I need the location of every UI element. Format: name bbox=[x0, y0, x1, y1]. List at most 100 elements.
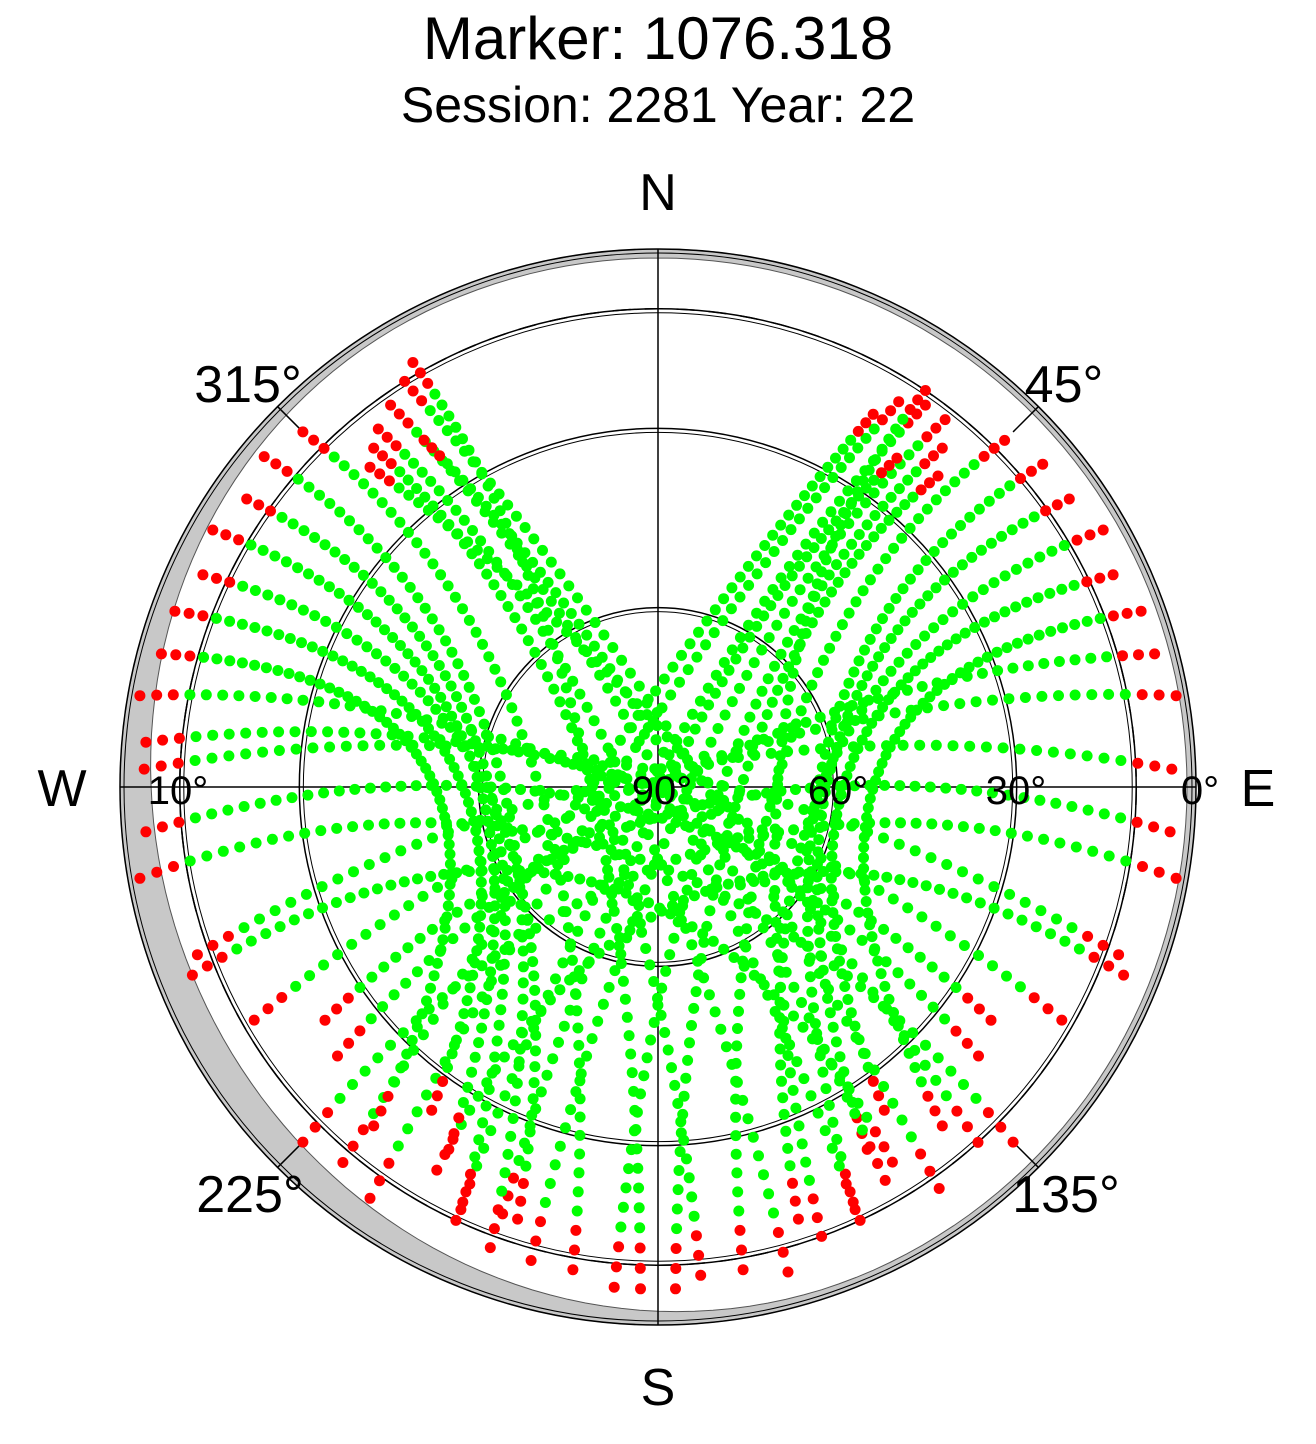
track-point bbox=[1005, 827, 1017, 839]
track-point bbox=[429, 682, 441, 694]
track-point bbox=[604, 756, 616, 768]
track-point bbox=[868, 423, 880, 435]
track-point bbox=[372, 1052, 384, 1064]
track-point bbox=[270, 794, 282, 806]
track-point bbox=[920, 1039, 931, 1051]
track-point bbox=[211, 653, 223, 665]
track-point bbox=[645, 911, 657, 923]
track-point bbox=[423, 673, 434, 685]
track-point bbox=[1051, 913, 1062, 925]
track-point bbox=[894, 1015, 906, 1027]
track-point bbox=[465, 806, 477, 818]
track-point bbox=[877, 477, 889, 489]
track-point bbox=[486, 820, 498, 832]
track-point bbox=[289, 726, 301, 738]
track-point bbox=[650, 796, 662, 808]
track-point bbox=[961, 670, 973, 682]
track-point bbox=[843, 701, 855, 713]
track-point bbox=[478, 1008, 490, 1020]
track-point bbox=[977, 584, 989, 596]
track-point bbox=[826, 850, 838, 862]
track-point bbox=[688, 890, 700, 902]
track-point bbox=[776, 1075, 787, 1087]
track-point bbox=[400, 977, 412, 989]
track-point bbox=[530, 1045, 541, 1057]
track-point bbox=[354, 727, 366, 739]
flagged-point bbox=[151, 689, 163, 701]
track-point bbox=[543, 914, 555, 926]
track-point bbox=[849, 1108, 861, 1119]
track-point bbox=[707, 935, 719, 947]
track-point bbox=[830, 630, 842, 642]
flagged-point bbox=[915, 484, 927, 496]
track-point bbox=[933, 645, 945, 657]
track-point bbox=[841, 716, 853, 728]
track-point bbox=[819, 781, 831, 793]
flagged-point bbox=[1131, 816, 1143, 828]
track-point bbox=[594, 927, 606, 939]
track-point bbox=[819, 596, 831, 608]
track-point bbox=[528, 533, 540, 545]
elevation-label-60: 60° bbox=[808, 769, 869, 813]
track-point bbox=[588, 715, 600, 727]
track-point bbox=[683, 1172, 695, 1184]
track-point bbox=[971, 785, 983, 797]
track-point bbox=[606, 768, 618, 780]
track-point bbox=[517, 977, 529, 989]
track-point bbox=[825, 542, 837, 554]
track-point bbox=[532, 597, 544, 608]
track-point bbox=[553, 1036, 564, 1048]
track-point bbox=[823, 736, 834, 748]
track-point bbox=[329, 698, 340, 710]
track-point bbox=[780, 708, 792, 720]
flagged-point bbox=[1063, 493, 1075, 505]
track-point bbox=[446, 710, 458, 722]
flagged-point bbox=[988, 442, 1000, 454]
track-point bbox=[464, 898, 476, 910]
track-point bbox=[727, 865, 739, 877]
flagged-point bbox=[1097, 939, 1109, 951]
track-point bbox=[912, 440, 924, 452]
track-point bbox=[873, 766, 885, 778]
track-point bbox=[716, 676, 728, 688]
track-point bbox=[881, 871, 893, 883]
track-point bbox=[416, 665, 428, 677]
track-point bbox=[444, 753, 456, 765]
flagged-point bbox=[422, 377, 434, 389]
track-point bbox=[386, 729, 398, 741]
track-point bbox=[615, 958, 627, 969]
track-point bbox=[666, 788, 678, 800]
track-point bbox=[714, 859, 726, 871]
track-point bbox=[695, 849, 707, 861]
track-point bbox=[747, 1131, 759, 1143]
track-point bbox=[941, 639, 953, 651]
track-point bbox=[973, 822, 985, 834]
track-point bbox=[217, 845, 229, 857]
track-point bbox=[411, 483, 423, 494]
track-point bbox=[880, 553, 892, 565]
track-point bbox=[491, 803, 503, 815]
track-point bbox=[526, 866, 538, 877]
track-point bbox=[283, 668, 295, 679]
track-point bbox=[656, 812, 668, 824]
track-point bbox=[1045, 625, 1057, 637]
track-point bbox=[572, 592, 583, 604]
track-point bbox=[734, 571, 746, 583]
flagged-point bbox=[854, 1214, 866, 1226]
track-point bbox=[1019, 692, 1031, 703]
track-point bbox=[586, 876, 597, 888]
track-point bbox=[238, 801, 250, 812]
track-point bbox=[442, 495, 454, 506]
track-point bbox=[574, 873, 586, 885]
track-point bbox=[542, 814, 554, 825]
track-point bbox=[563, 580, 575, 592]
track-point bbox=[800, 716, 812, 728]
track-point bbox=[633, 680, 645, 692]
track-point bbox=[324, 741, 336, 753]
track-point bbox=[867, 660, 879, 672]
track-point bbox=[806, 679, 818, 691]
flagged-point bbox=[484, 1242, 496, 1254]
track-point bbox=[686, 1020, 697, 1031]
flagged-point bbox=[167, 689, 179, 701]
track-point bbox=[609, 790, 621, 802]
